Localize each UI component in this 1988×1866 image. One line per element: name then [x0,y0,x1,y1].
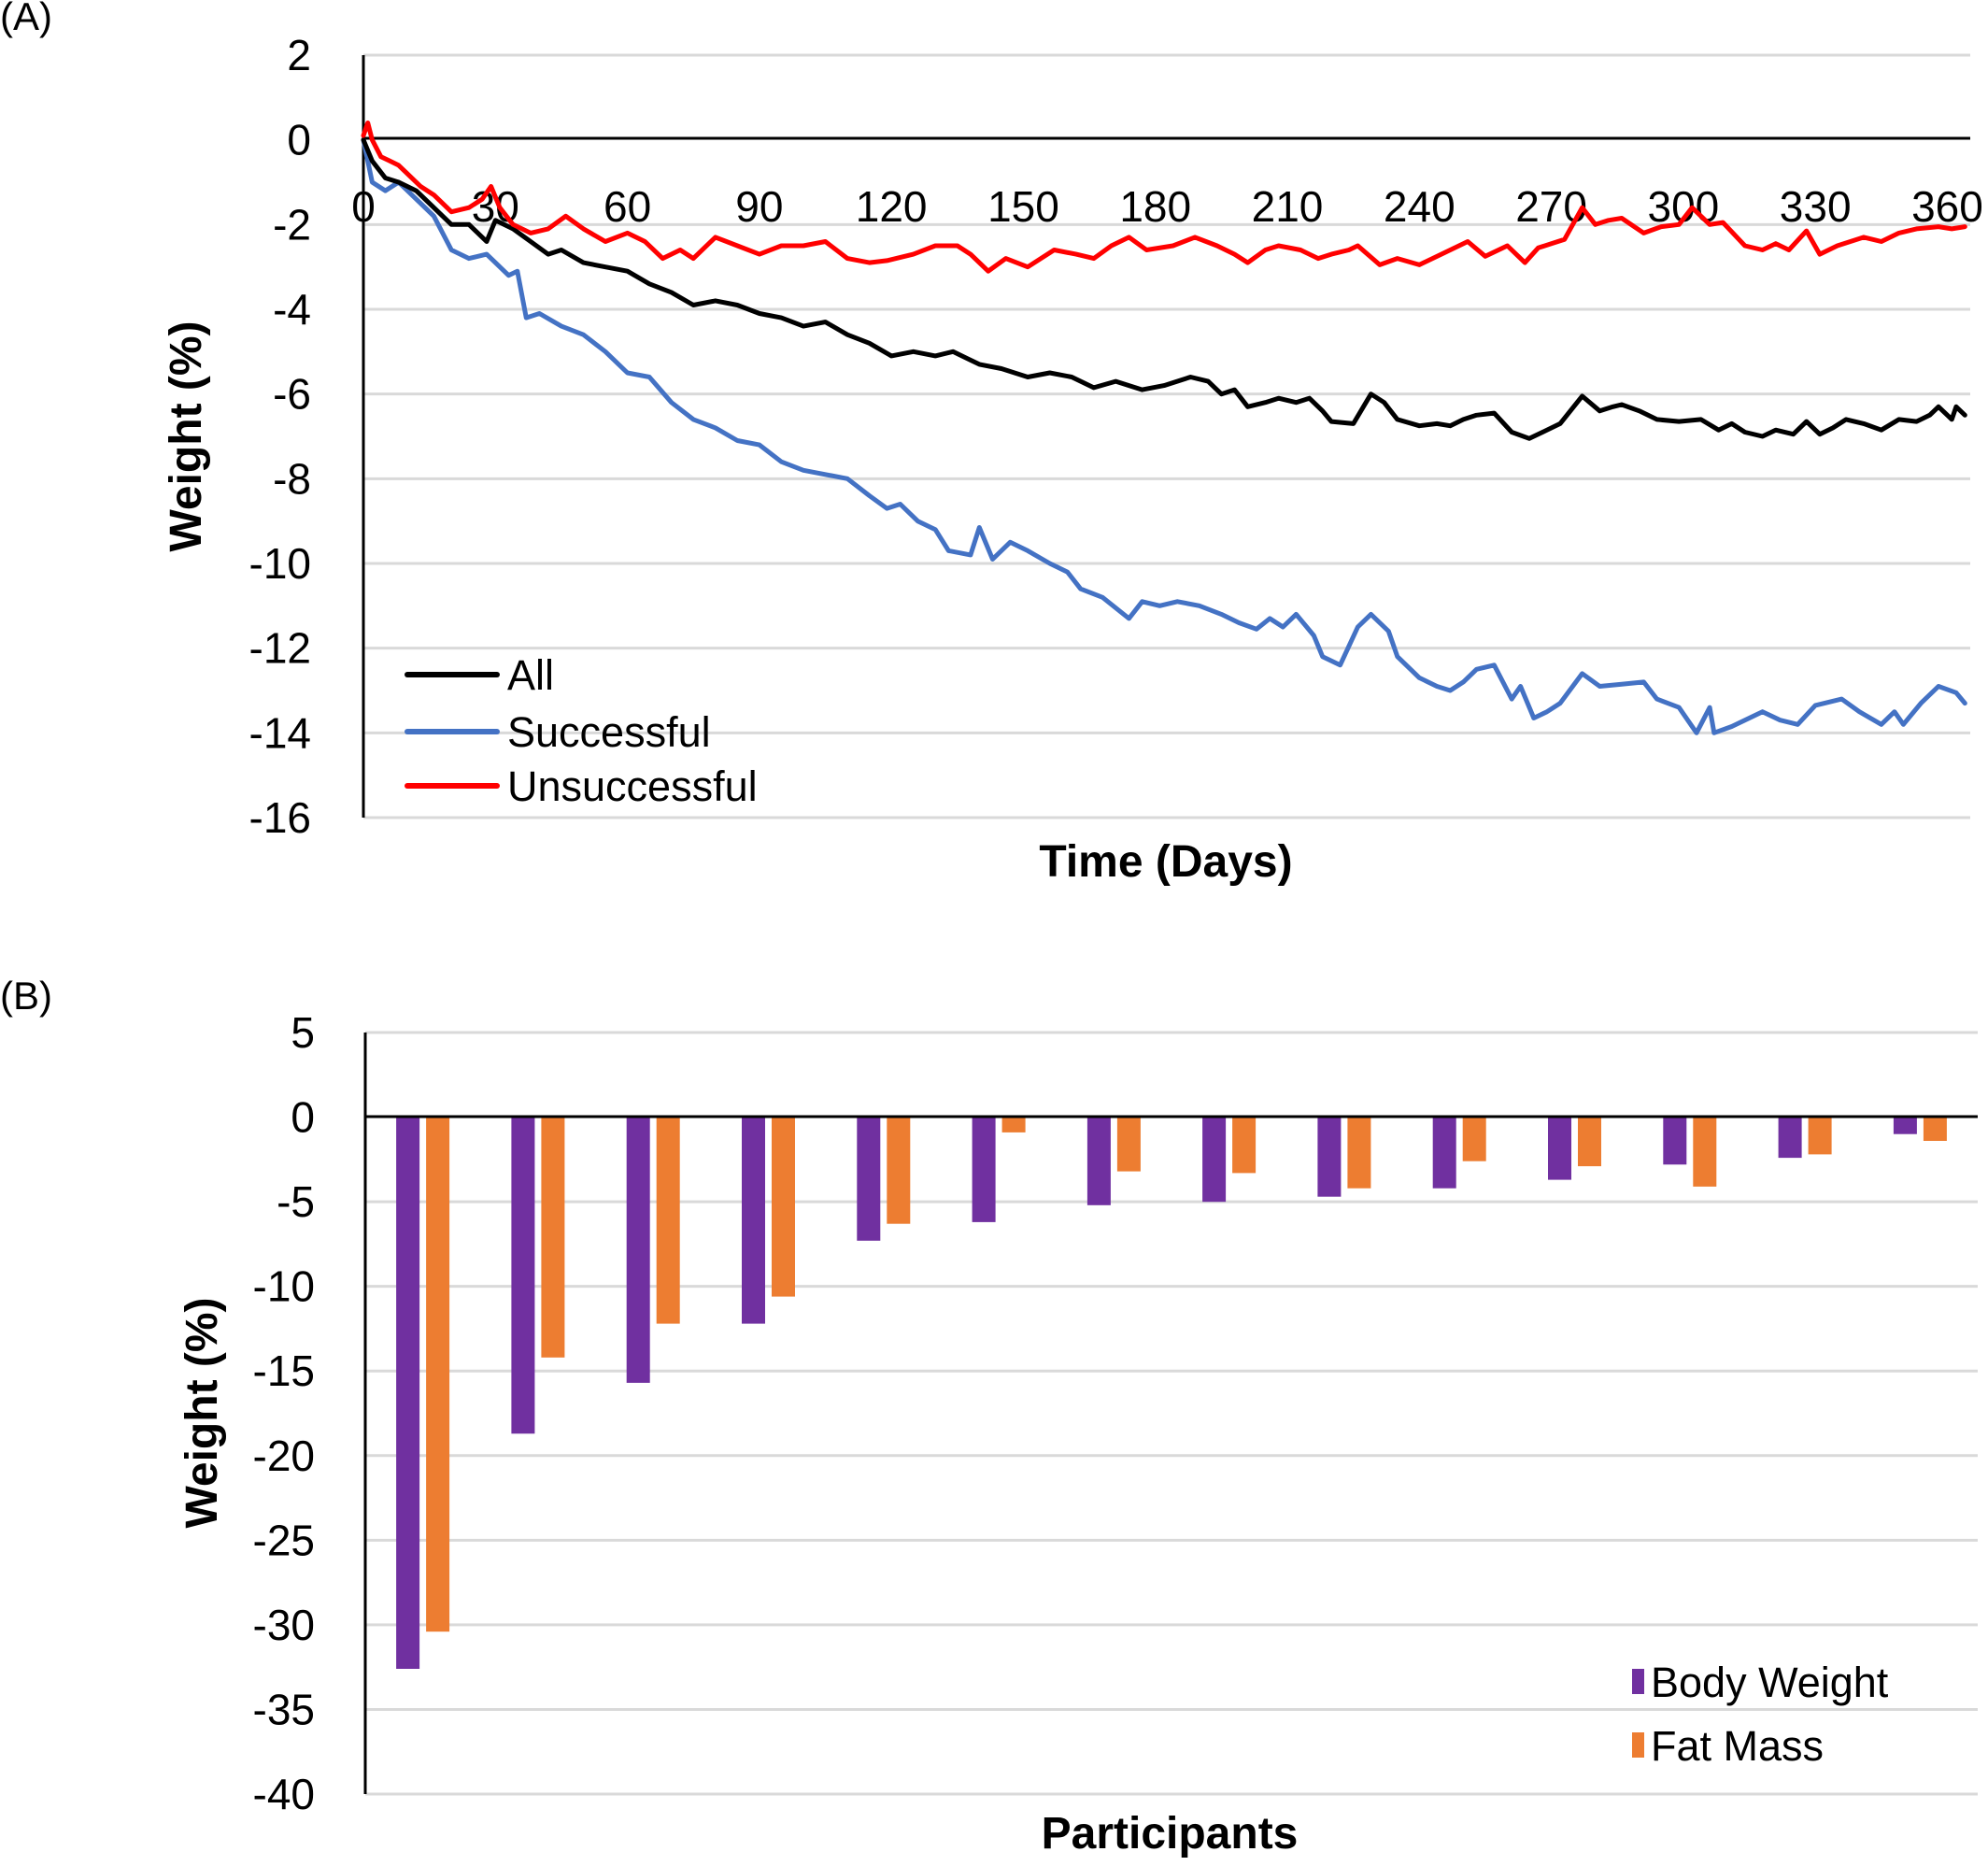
series-line-all [361,137,1967,441]
y-tick-label: -2 [273,200,311,249]
y-tick-label: 5 [291,1008,315,1057]
bar-body-weight-participant-14 [1893,1117,1917,1134]
bar-fat-mass-participant-13 [1808,1117,1832,1155]
legend-label-body-weight: Body Weight [1651,1659,1889,1706]
panel-a-x-tick-labels: 0 30 60 90 120 150 180 210 240 270 300 330 360 [351,182,1983,231]
y-tick-label: -6 [273,370,311,419]
bar-body-weight-participant-3 [626,1117,650,1383]
panel-b-y-axis-title: Weight (%) [178,1297,227,1528]
y-tick-label: -30 [253,1601,315,1649]
bar-body-weight-participant-12 [1663,1117,1687,1165]
legend-label-fat-mass: Fat Mass [1651,1722,1824,1770]
bar-body-weight-participant-4 [742,1117,765,1324]
y-tick-label: 2 [287,31,311,79]
bar-fat-mass-participant-11 [1578,1117,1601,1167]
x-tick-label: 240 [1384,182,1456,231]
bar-body-weight-participant-9 [1317,1117,1342,1197]
panel-a-legend: All Successful Unsuccessful [405,651,758,810]
bar-body-weight-participant-2 [511,1117,535,1434]
x-tick-label: 0 [351,182,376,231]
y-tick-label: -5 [277,1177,315,1226]
x-tick-label: 90 [735,182,783,231]
x-tick-label: 270 [1515,182,1587,231]
y-tick-label: 0 [287,116,311,164]
bar-body-weight-participant-7 [1086,1117,1111,1205]
panel-a-line-chart: (A) 20-2-4-6-8-10-12-14-16 0 30 60 90 120 150… [0,0,1983,887]
bar-fat-mass-participant-2 [541,1117,565,1358]
bar-fat-mass-participant-1 [426,1117,450,1632]
bar-fat-mass-participant-6 [1001,1117,1026,1132]
y-tick-label: -8 [273,454,311,503]
series-line-successful [361,137,1967,735]
y-tick-label: -25 [253,1516,315,1564]
x-tick-label: 360 [1911,182,1983,231]
legend-label-all: All [507,651,554,699]
bar-fat-mass-participant-7 [1116,1117,1141,1172]
bar-body-weight-participant-6 [972,1117,996,1222]
y-tick-label: -10 [253,1262,315,1311]
bar-fat-mass-participant-12 [1693,1117,1717,1187]
bar-body-weight-participant-11 [1548,1117,1571,1180]
y-tick-label: -10 [249,539,311,588]
panel-b-bars [396,1117,1947,1669]
series-line-unsuccessful [361,121,1967,274]
panel-b-x-axis-title: Participants [1042,1809,1299,1859]
panel-a-x-axis-title: Time (Days) [1039,837,1292,887]
x-tick-label: 120 [856,182,928,231]
panel-b-legend: Body Weight Fat Mass [1632,1659,1889,1770]
y-tick-label: -12 [249,624,311,673]
y-tick-label: 0 [291,1093,315,1142]
y-tick-label: -4 [273,285,311,334]
y-tick-label: -16 [249,793,311,842]
x-tick-label: 210 [1252,182,1324,231]
bar-body-weight-participant-10 [1432,1117,1456,1189]
y-tick-label: -40 [253,1770,315,1818]
y-tick-label: -15 [253,1346,315,1395]
x-tick-label: 330 [1780,182,1852,231]
panel-b-bar-chart: (B) 5 0 -5 -10 -15 -20 -25 -30 -35 -40 Participan… [0,974,1978,1859]
x-tick-label: 150 [987,182,1059,231]
bar-body-weight-participant-8 [1202,1117,1227,1203]
panel-a-label: (A) [0,0,52,38]
bar-fat-mass-participant-8 [1232,1117,1257,1174]
bar-fat-mass-participant-5 [887,1117,911,1224]
panel-a-gridlines [363,53,1970,819]
panel-b-gridlines [365,1031,1978,1796]
y-tick-label: -35 [253,1685,315,1733]
bar-fat-mass-participant-14 [1923,1117,1947,1141]
bar-body-weight-participant-1 [396,1117,420,1669]
legend-label-unsuccessful: Unsuccessful [507,762,758,810]
bar-fat-mass-participant-10 [1462,1117,1486,1161]
legend-swatch-fat-mass [1632,1732,1644,1758]
bar-body-weight-participant-13 [1778,1117,1802,1159]
bar-body-weight-participant-5 [857,1117,881,1241]
panel-b-label: (B) [0,974,52,1018]
legend-label-successful: Successful [507,708,711,756]
panel-b-y-tick-labels: 5 0 -5 -10 -15 -20 -25 -30 -35 -40 [253,1008,315,1818]
x-tick-label: 180 [1119,182,1191,231]
panel-a-series-lines [361,121,1967,735]
panel-a-y-tick-labels: 2 0 -2 -4 -6 -8 -10 -12 -14 -16 [249,31,311,842]
x-tick-label: 60 [604,182,651,231]
bar-fat-mass-participant-4 [772,1117,795,1297]
legend-swatch-body-weight [1632,1669,1644,1694]
bar-fat-mass-participant-3 [656,1117,680,1324]
bar-fat-mass-participant-9 [1347,1117,1371,1189]
y-tick-label: -20 [253,1432,315,1480]
panel-a-y-axis-title: Weight (%) [162,320,211,551]
y-tick-label: -14 [249,708,311,757]
